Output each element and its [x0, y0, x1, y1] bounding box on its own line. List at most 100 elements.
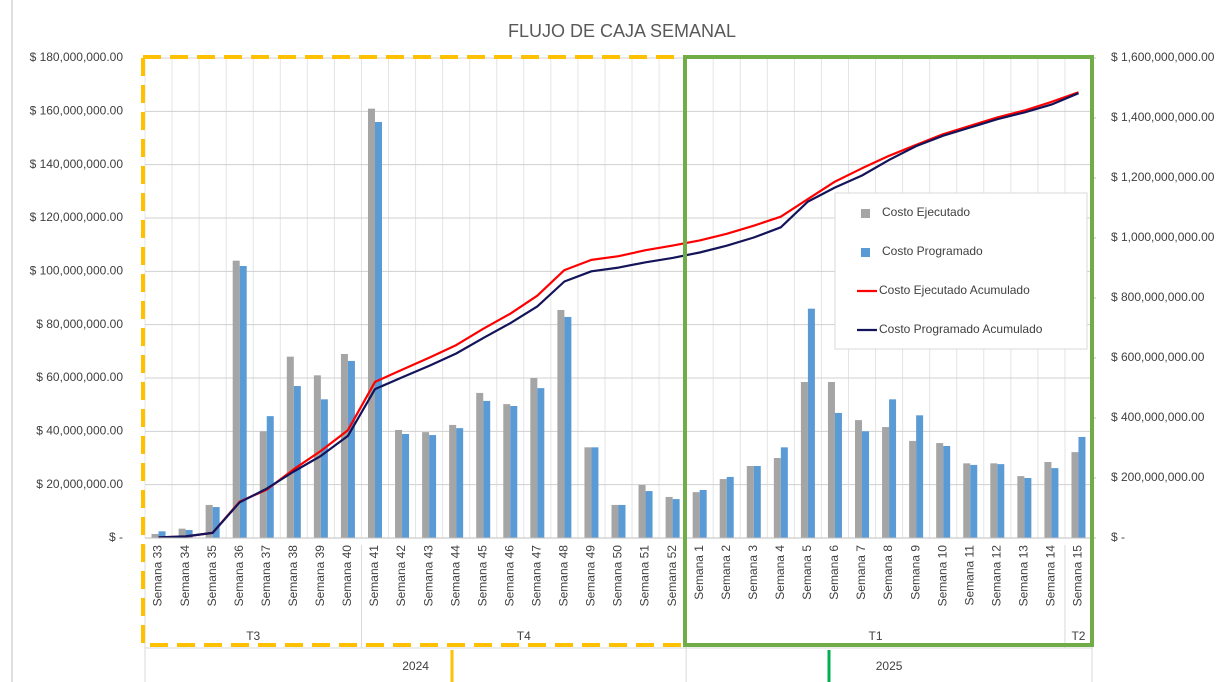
- bar: [1051, 468, 1059, 538]
- bar: [320, 399, 328, 538]
- bar: [429, 435, 437, 538]
- chart-title: FLUJO DE CAJA SEMANAL: [508, 21, 736, 41]
- line: [158, 91, 1079, 539]
- x-tick-label: Semana 36: [232, 545, 246, 607]
- bar: [692, 492, 700, 538]
- bar: [665, 496, 673, 538]
- bar: [456, 428, 464, 538]
- bar: [1017, 476, 1025, 538]
- years-label: 2024: [402, 659, 429, 673]
- highlight-2024: [141, 55, 687, 647]
- x-tick-label: Semana 42: [394, 545, 408, 607]
- x-tick-label: Semana 4: [773, 545, 787, 600]
- x-tick-label: Semana 3: [746, 545, 760, 600]
- y2-tick-label: $ 1,000,000,000.00: [1111, 230, 1215, 244]
- x-tick-label: Semana 40: [340, 545, 354, 607]
- axis: $ - $ 20,000,000.00 $ 40,000,000.00 $ 60,00…: [30, 50, 1215, 682]
- bar: [834, 412, 842, 538]
- highlight-2025: [683, 55, 1094, 647]
- y2-tick-label: $ 600,000,000.00: [1111, 350, 1205, 364]
- bar: [645, 491, 653, 538]
- bar: [449, 424, 457, 538]
- x-tick-label: Semana 6: [827, 545, 841, 600]
- bar: [151, 534, 159, 538]
- bar: [990, 463, 998, 538]
- bar: [591, 447, 599, 538]
- bar: [1071, 452, 1079, 538]
- bar: [259, 431, 267, 538]
- bar: [916, 415, 924, 538]
- x-tick-label: Semana 38: [286, 545, 300, 607]
- x-tick-label: Semana 49: [584, 545, 598, 607]
- line: [158, 92, 1079, 539]
- x-tick-label: Semana 13: [1017, 545, 1031, 607]
- y2-tick-label: $ 800,000,000.00: [1111, 290, 1205, 304]
- bar: [638, 484, 646, 538]
- bar: [1024, 478, 1032, 538]
- bar: [719, 479, 727, 538]
- x-tick-label: Semana 43: [421, 545, 435, 607]
- bar: [936, 443, 944, 538]
- bar: [882, 427, 890, 538]
- bar: [537, 388, 545, 538]
- y2-tick-label: $ -: [1111, 530, 1125, 544]
- bar: [963, 463, 971, 538]
- x-tick-label: Semana 9: [908, 545, 922, 600]
- x-tick-label: Semana 48: [557, 545, 571, 607]
- x-tick-label: Semana 46: [502, 545, 516, 607]
- bar: [611, 504, 619, 538]
- bar: [476, 392, 484, 538]
- bar: [855, 420, 863, 538]
- bar: [530, 378, 538, 538]
- bar: [422, 432, 430, 538]
- bar: [158, 531, 166, 538]
- bar: [367, 108, 375, 539]
- x-tick-label: Semana 52: [665, 545, 679, 607]
- bar: [340, 354, 348, 538]
- x-tick-label: Semana 44: [448, 545, 462, 607]
- x-tick-label: Semana 39: [313, 545, 327, 607]
- bar: [753, 466, 761, 538]
- bar: [557, 310, 565, 538]
- quarters-label: T2: [1071, 629, 1085, 643]
- bar: [800, 382, 808, 538]
- bar: [862, 431, 870, 538]
- y2-tick-label: $ 1,400,000,000.00: [1111, 110, 1215, 124]
- legend-label: Costo Programado: [882, 244, 983, 258]
- x-tick-label: Semana 41: [367, 545, 381, 607]
- bar: [773, 458, 781, 538]
- bar: [909, 440, 917, 538]
- bar: [827, 382, 835, 538]
- quarters-label: T1: [869, 629, 883, 643]
- x-tick-label: Semana 2: [719, 545, 733, 600]
- y-tick-label: $ 140,000,000.00: [30, 157, 124, 171]
- bar: [672, 499, 680, 538]
- x-tick-label: Semana 1: [692, 545, 706, 600]
- legend-label: Costo Ejecutado Acumulado: [879, 283, 1030, 297]
- bar: [205, 504, 213, 538]
- bar: [889, 399, 897, 538]
- x-tick-label: Semana 7: [854, 545, 868, 600]
- y-tick-label: $ 80,000,000.00: [36, 317, 123, 331]
- bar: [746, 466, 754, 538]
- x-tick-label: Semana 15: [1071, 545, 1085, 607]
- legend-label: Costo Ejecutado: [882, 205, 970, 219]
- bar: [584, 447, 592, 538]
- y2-tick-label: $ 1,200,000,000.00: [1111, 170, 1215, 184]
- marks: [151, 91, 1086, 539]
- bar: [239, 266, 247, 538]
- x-tick-label: Semana 51: [638, 545, 652, 607]
- x-tick-label: Semana 50: [611, 545, 625, 607]
- y-tick-label: $ 20,000,000.00: [36, 477, 123, 491]
- bar: [402, 434, 410, 538]
- bar: [483, 400, 491, 538]
- x-tick-label: Semana 34: [178, 545, 192, 607]
- y-tick-label: $ 160,000,000.00: [30, 104, 124, 118]
- y2-tick-label: $ 400,000,000.00: [1111, 410, 1205, 424]
- x-tick-label: Semana 14: [1044, 545, 1058, 607]
- x-tick-label: Semana 33: [151, 545, 165, 607]
- bar: [286, 356, 294, 538]
- y2-tick-label: $ 1,600,000,000.00: [1111, 50, 1215, 64]
- bar: [1044, 462, 1052, 538]
